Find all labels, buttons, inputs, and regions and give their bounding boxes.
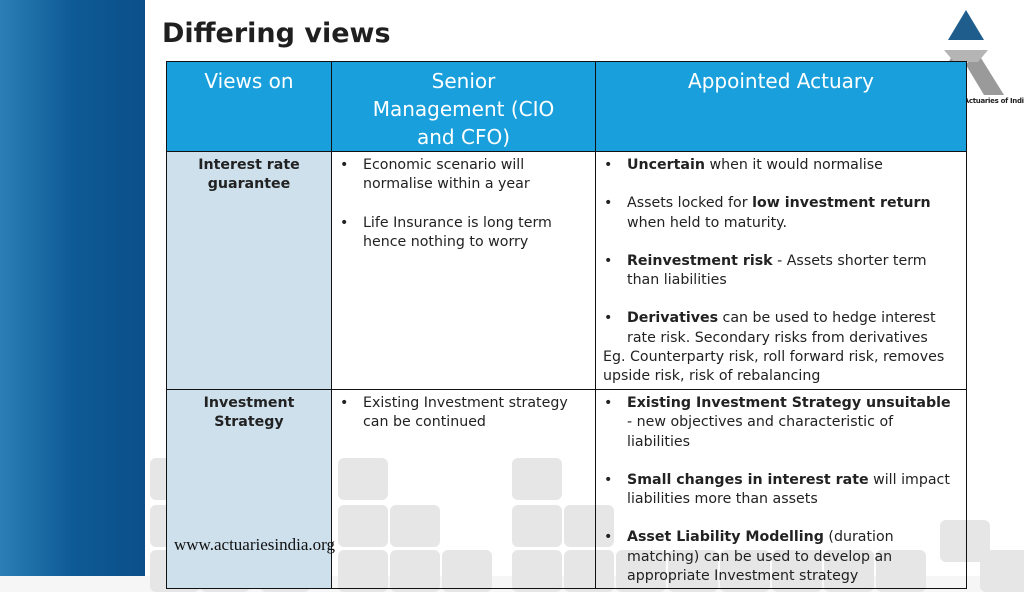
table-header-row: Views on Senior Management (CIO and CFO)… <box>166 61 967 152</box>
management-cell: Existing Investment strategy can be cont… <box>331 389 596 589</box>
header-senior-management: Senior Management (CIO and CFO) <box>331 61 596 152</box>
footer-url[interactable]: www.actuariesindia.org <box>174 535 335 554</box>
left-decorative-strip <box>0 0 145 576</box>
background-square <box>980 550 1024 592</box>
bullet: Existing Investment strategy can be cont… <box>340 394 589 433</box>
bullet: Asset Liability Modelling (duration matc… <box>604 528 960 586</box>
bullet: Derivatives can be used to hedge interes… <box>604 309 960 348</box>
views-table: Views on Senior Management (CIO and CFO)… <box>166 61 967 589</box>
bullet: Economic scenario will normalise within … <box>340 156 589 195</box>
bullet: Life Insurance is long term hence nothin… <box>340 214 589 253</box>
bullet: Uncertain when it would normalise <box>604 156 960 176</box>
header-appointed-actuary: Appointed Actuary <box>595 61 967 152</box>
table-row: Investment Strategy Existing Investment … <box>166 389 967 589</box>
actuary-note: Eg. Counterparty risk, roll forward risk… <box>603 349 945 385</box>
logo-text: Institute of Actuaries of India <box>921 97 1024 105</box>
header-views-on: Views on <box>166 61 332 152</box>
bullet: Existing Investment Strategy unsuitable … <box>604 394 960 452</box>
row-label: Investment Strategy <box>166 389 332 589</box>
actuary-cell: Uncertain when it would normalise Assets… <box>595 151 967 390</box>
bullet: Assets locked for low investment return … <box>604 194 960 233</box>
actuary-cell: Existing Investment Strategy unsuitable … <box>595 389 967 589</box>
bullet: Reinvestment risk - Assets shorter term … <box>604 252 960 291</box>
row-label: Interest rate guarantee <box>166 151 332 390</box>
bullet: Small changes in interest rate will impa… <box>604 471 960 510</box>
slide-title: Differing views <box>162 18 391 49</box>
table-row: Interest rate guarantee Economic scenari… <box>166 151 967 390</box>
management-cell: Economic scenario will normalise within … <box>331 151 596 390</box>
